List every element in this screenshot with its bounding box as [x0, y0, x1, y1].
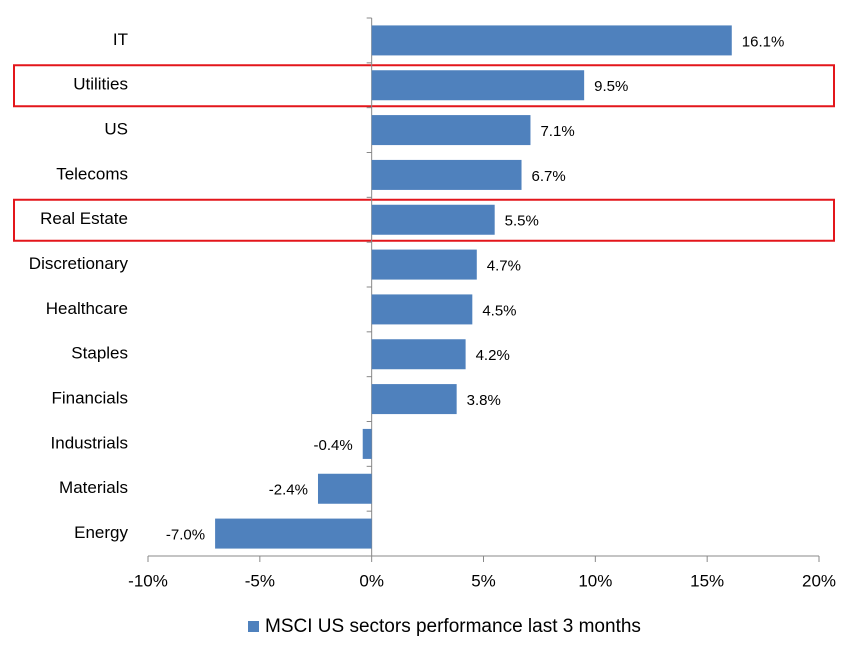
- x-tick-label: 10%: [578, 571, 612, 590]
- value-label: -2.4%: [269, 482, 308, 499]
- value-label: 7.1%: [540, 123, 574, 140]
- value-label: 3.8%: [467, 392, 501, 409]
- x-tick-label: -10%: [128, 571, 168, 590]
- value-label: 6.7%: [532, 168, 566, 185]
- bar: [371, 70, 585, 101]
- y-tick-label: Healthcare: [46, 299, 128, 318]
- bar: [371, 204, 495, 235]
- bar: [371, 339, 466, 370]
- y-tick-label: Telecoms: [56, 164, 128, 183]
- value-label: 4.5%: [482, 302, 516, 319]
- x-tick-label: 15%: [690, 571, 724, 590]
- x-tick-label: 20%: [802, 571, 836, 590]
- y-tick-label: Energy: [74, 523, 128, 542]
- y-tick-label: US: [104, 120, 128, 139]
- y-tick-label: IT: [113, 30, 128, 49]
- y-tick-label: Industrials: [51, 433, 128, 452]
- bar: [371, 294, 473, 325]
- bar: [371, 25, 732, 56]
- y-tick-label: Financials: [51, 389, 128, 408]
- bar: [371, 249, 477, 280]
- value-label: 4.7%: [487, 258, 521, 275]
- x-tick-label: -5%: [245, 571, 275, 590]
- value-label: 4.2%: [476, 347, 510, 364]
- y-tick-label: Discretionary: [29, 254, 129, 273]
- bar: [362, 428, 372, 459]
- value-label: 16.1%: [742, 33, 785, 50]
- y-tick-label: Utilities: [73, 75, 128, 94]
- legend-swatch: [248, 621, 259, 632]
- x-tick-label: 5%: [471, 571, 496, 590]
- y-tick-label: Real Estate: [40, 209, 128, 228]
- value-label: -7.0%: [166, 527, 205, 544]
- highlight-box: [13, 64, 835, 108]
- value-label: 9.5%: [594, 78, 628, 95]
- x-tick-label: 0%: [359, 571, 384, 590]
- y-tick-label: Staples: [71, 344, 128, 363]
- value-label: 5.5%: [505, 213, 539, 230]
- value-label: -0.4%: [314, 437, 353, 454]
- bar: [215, 518, 372, 549]
- highlight-box: [13, 198, 835, 242]
- bar: [371, 159, 522, 190]
- bar: [371, 115, 531, 146]
- legend-label: MSCI US sectors performance last 3 month…: [265, 616, 641, 637]
- bar: [371, 384, 457, 415]
- bar: [317, 473, 372, 504]
- y-tick-label: Materials: [59, 478, 128, 497]
